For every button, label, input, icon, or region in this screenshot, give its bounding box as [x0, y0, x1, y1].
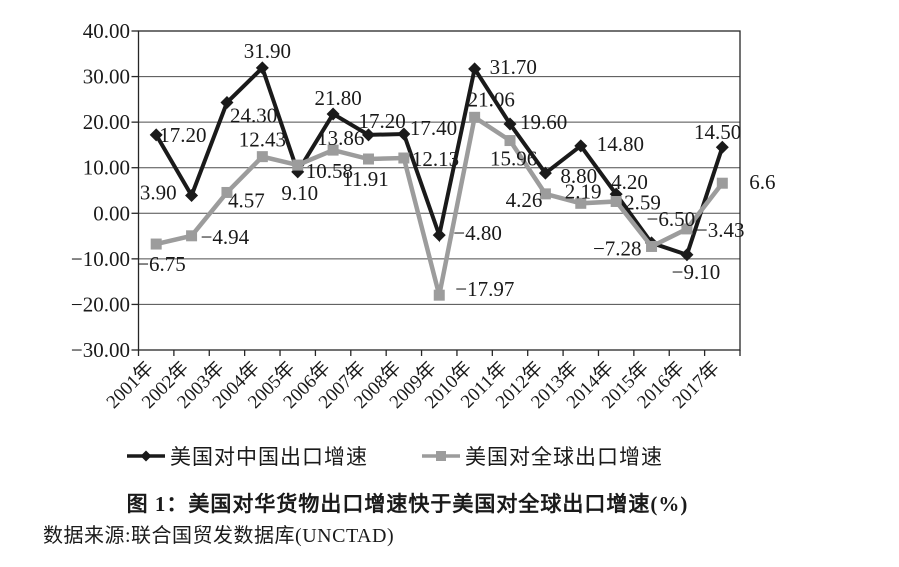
data-point-diamond — [715, 140, 729, 154]
data-point-square — [221, 186, 233, 198]
data-labels-us-global: −6.75 −4.94 4.57 12.43 10.58 13.86 11.91 12.13 −… — [137, 87, 775, 301]
series-us-global — [150, 111, 728, 301]
data-point-square — [292, 159, 304, 171]
data-point-diamond — [255, 61, 269, 75]
data-label: 31.90 — [244, 39, 291, 63]
data-label: 4.26 — [506, 188, 543, 212]
legend-marker-square-icon — [422, 451, 460, 461]
data-label: 15.96 — [490, 147, 537, 171]
data-point-square — [610, 195, 622, 207]
y-tick-label: −30.00 — [71, 338, 130, 362]
y-tick-label: 0.00 — [93, 201, 130, 225]
data-point-diamond — [432, 228, 446, 242]
data-point-square — [646, 240, 658, 252]
data-label: 14.80 — [597, 132, 644, 156]
data-label: 6.6 — [749, 170, 775, 194]
y-tick-label: 40.00 — [83, 19, 130, 43]
data-label: 19.60 — [520, 110, 567, 134]
y-axis: 40.00 30.00 20.00 10.00 0.00 −10.00 −20.00 −30.… — [71, 19, 139, 362]
data-label: 2.59 — [624, 190, 661, 214]
data-label: 12.13 — [412, 147, 459, 171]
data-point-diamond — [680, 248, 694, 262]
data-point-diamond — [468, 62, 482, 76]
gridlines — [138, 30, 740, 351]
data-point-square — [150, 238, 162, 250]
data-label: −6.75 — [137, 252, 186, 276]
data-point-square — [327, 144, 339, 156]
data-point-square — [256, 151, 268, 163]
y-tick-label: −20.00 — [71, 292, 130, 316]
line-chart: 40.00 30.00 20.00 10.00 0.00 −10.00 −20.00 −30.… — [71, 19, 776, 413]
legend-item-us-china: 美国对中国出口增速 — [127, 441, 368, 471]
data-point-square — [186, 230, 198, 242]
data-point-diamond — [503, 117, 517, 131]
data-label: 13.86 — [317, 126, 364, 150]
data-point-diamond — [574, 139, 588, 153]
data-label: 24.30 — [230, 104, 277, 128]
data-label: 9.10 — [281, 181, 318, 205]
data-point-square — [539, 188, 551, 200]
data-label: 17.40 — [410, 116, 457, 140]
data-label: 8.80 — [560, 164, 597, 188]
data-point-diamond — [397, 127, 411, 141]
data-point-diamond — [220, 96, 234, 110]
y-tick-label: −10.00 — [71, 247, 130, 271]
legend-marker — [436, 451, 446, 461]
chart-legend: 美国对中国出口增速 美国对全球出口增速 — [0, 441, 790, 471]
legend-marker-diamond-icon — [127, 450, 165, 462]
data-label: 11.91 — [342, 167, 388, 191]
data-point-diamond — [361, 128, 375, 142]
data-label: −7.28 — [593, 236, 642, 260]
data-label: 10.58 — [306, 159, 353, 183]
y-tick-label: 20.00 — [83, 110, 130, 134]
data-label: 17.20 — [358, 109, 405, 133]
data-point-diamond — [326, 107, 340, 121]
legend-item-us-global: 美国对全球出口增速 — [422, 441, 663, 471]
data-label: 2.19 — [565, 179, 602, 203]
data-point-square — [469, 111, 481, 123]
data-point-diamond — [185, 189, 199, 203]
legend-label-us-global: 美国对全球出口增速 — [465, 445, 663, 469]
x-axis: 2001年2002年2003年2004年2005年2006年2007年2008年… — [102, 350, 741, 413]
data-label: 4.20 — [611, 170, 648, 194]
data-point-square — [398, 152, 410, 164]
data-point-diamond — [538, 166, 552, 180]
data-label: −3.43 — [696, 218, 745, 242]
legend-label-us-china: 美国对中国出口增速 — [170, 445, 368, 469]
data-label: 4.57 — [228, 188, 265, 212]
data-label: 21.06 — [468, 87, 515, 111]
y-tick-label: 30.00 — [83, 65, 130, 89]
figure-caption: 图 1：美国对华货物出口增速快于美国对全球出口增速(%) — [126, 492, 689, 516]
data-point-square — [362, 153, 374, 165]
data-point-square — [681, 223, 693, 235]
data-label: −17.97 — [455, 277, 514, 301]
y-tick-label: 10.00 — [83, 156, 130, 180]
data-label: −9.10 — [672, 260, 721, 284]
data-label: −4.94 — [201, 225, 250, 249]
data-label: 31.70 — [490, 55, 537, 79]
data-source-note: 数据来源:联合国贸发数据库(UNCTAD) — [43, 525, 395, 547]
data-label: 14.50 — [694, 120, 741, 144]
data-label: −4.80 — [453, 221, 502, 245]
data-label: −6.50 — [647, 207, 696, 231]
data-label: 21.80 — [314, 86, 361, 110]
data-label: 12.43 — [239, 128, 286, 152]
data-point-square — [575, 197, 587, 209]
data-point-square — [504, 135, 516, 147]
plot-border — [137, 30, 741, 351]
data-label: 17.20 — [159, 123, 206, 147]
data-point-square — [716, 177, 728, 189]
data-label: 3.90 — [140, 181, 177, 205]
data-point-diamond — [149, 128, 163, 142]
legend-marker — [140, 450, 152, 462]
data-point-square — [433, 289, 445, 301]
